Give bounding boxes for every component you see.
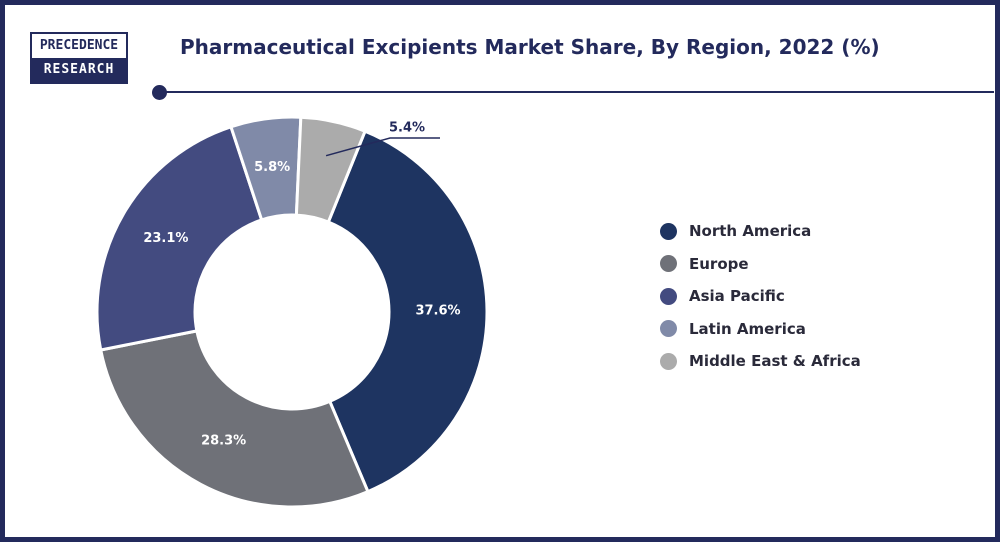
slice-europe — [98, 329, 370, 509]
slice-label-latin-america: 5.8% — [254, 160, 290, 175]
slice-label-europe: 28.3% — [201, 433, 246, 448]
logo-line-2: RESEARCH — [32, 58, 126, 82]
legend-item-north-america: North America — [660, 215, 861, 248]
slice-asia-pacific — [95, 124, 264, 352]
title-rule-dot — [152, 85, 167, 100]
slice-label-asia-pacific: 23.1% — [143, 231, 188, 246]
slice-label-middle-east-africa: 5.4% — [389, 121, 425, 136]
legend-swatch-europe — [660, 255, 677, 273]
legend-label-latin-america: Latin America — [689, 319, 806, 338]
legend-label-europe: Europe — [689, 254, 749, 273]
logo-line-1: PRECEDENCE — [39, 38, 119, 53]
legend-item-europe: Europe — [660, 248, 861, 281]
slice-middle-east-africa — [294, 115, 368, 225]
legend-swatch-latin-america — [660, 320, 677, 338]
slice-north-america — [326, 129, 489, 494]
legend-label-middle-east-africa: Middle East & Africa — [689, 352, 861, 371]
legend-item-asia-pacific: Asia Pacific — [660, 280, 861, 313]
legend-swatch-middle-east-africa — [660, 352, 677, 370]
legend-label-asia-pacific: Asia Pacific — [689, 287, 785, 306]
precedence-research-logo: PRECEDENCE RESEARCH — [30, 32, 128, 84]
legend-swatch-asia-pacific — [660, 287, 677, 305]
chart-legend: North America Europe Asia Pacific Latin Ame… — [660, 215, 861, 378]
chart-title: Pharmaceutical Excipients Market Share, … — [180, 35, 880, 59]
legend-swatch-north-america — [660, 222, 677, 240]
slice-label-north-america: 37.6% — [415, 303, 460, 318]
legend-item-latin-america: Latin America — [660, 313, 861, 346]
legend-item-middle-east-africa: Middle East & Africa — [660, 345, 861, 378]
legend-label-north-america: North America — [689, 222, 812, 241]
leader-line-middle-east-africa — [325, 137, 440, 157]
title-rule-line — [166, 91, 994, 93]
